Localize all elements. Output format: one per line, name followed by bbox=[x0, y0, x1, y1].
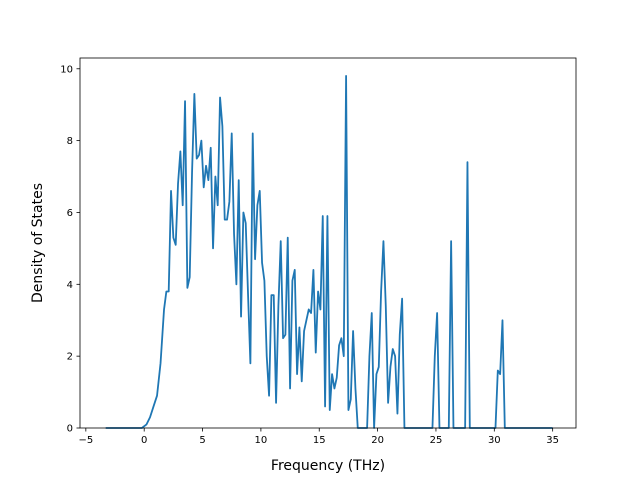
x-tick-label: 20 bbox=[371, 435, 384, 446]
y-axis-label: Density of States bbox=[30, 183, 46, 303]
y-tick-label: 0 bbox=[67, 424, 73, 435]
x-tick-label: 0 bbox=[141, 435, 147, 446]
x-tick-label: 15 bbox=[313, 435, 326, 446]
x-tick-label: −5 bbox=[78, 435, 93, 446]
y-tick-label: 2 bbox=[67, 352, 73, 363]
x-ticks: −5 0 5 10 15 20 25 30 35 bbox=[78, 428, 559, 446]
y-tick-label: 10 bbox=[60, 64, 73, 75]
x-tick-label: 35 bbox=[546, 435, 559, 446]
y-tick-label: 8 bbox=[67, 136, 73, 147]
plot-frame bbox=[79, 57, 577, 429]
series-layer bbox=[105, 75, 553, 429]
x-tick-label: 10 bbox=[255, 435, 268, 446]
x-tick-label: 30 bbox=[488, 435, 501, 446]
y-tick-label: 6 bbox=[67, 208, 73, 219]
x-axis-label: Frequency (THz) bbox=[271, 458, 385, 474]
y-tick-label: 4 bbox=[67, 280, 73, 291]
y-ticks: 0 2 4 6 8 10 bbox=[60, 64, 80, 435]
dos-series-line-0 bbox=[105, 75, 553, 429]
x-tick-label: 25 bbox=[430, 435, 443, 446]
x-tick-label: 5 bbox=[199, 435, 205, 446]
